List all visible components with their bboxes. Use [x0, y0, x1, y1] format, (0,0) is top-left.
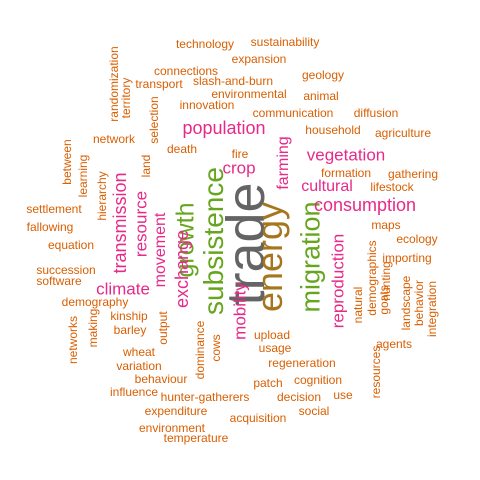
word-innovation: innovation [179, 98, 235, 112]
word-gathering: gathering [387, 167, 439, 181]
word-behaviour: behaviour [134, 372, 188, 386]
word-network: network [92, 132, 136, 146]
word-equation: equation [47, 238, 95, 252]
word-population: population [182, 118, 266, 138]
word-social: social [298, 404, 330, 418]
word-diffusion: diffusion [353, 106, 399, 120]
word-settlement: settlement [26, 202, 82, 216]
word-cultural: cultural [301, 178, 353, 195]
word-ecology: ecology [396, 232, 438, 246]
word-subsistence: subsistence [198, 167, 229, 315]
word-behavior: behavior [412, 279, 426, 327]
word-death: death [166, 142, 198, 156]
word-resources: resources [369, 345, 383, 399]
word-networks: networks [66, 315, 80, 365]
word-use: use [333, 388, 353, 402]
word-migration: migration [295, 201, 326, 313]
word-importing: importing [382, 251, 432, 265]
word-wheat: wheat [122, 345, 156, 359]
word-kinship: kinship [110, 309, 148, 323]
word-reproduction: reproduction [328, 233, 348, 329]
word-territory: territory [119, 77, 133, 119]
word-variation: variation [116, 359, 162, 373]
word-transmission: transmission [110, 172, 130, 274]
word-formation: formation [320, 166, 372, 180]
word-hierarchy: hierarchy [95, 171, 109, 221]
word-consumption: consumption [313, 195, 417, 215]
word-usage: usage [258, 341, 292, 355]
word-environmental: environmental [211, 87, 287, 101]
word-software: software [36, 274, 82, 288]
word-goats: goats [377, 285, 391, 315]
word-landscape: landscape [399, 275, 413, 331]
word-decision: decision [276, 390, 322, 404]
word-connections: connections [153, 64, 219, 78]
word-agriculture: agriculture [374, 126, 432, 140]
word-influence: influence [109, 385, 159, 399]
word-maps: maps [371, 218, 401, 232]
word-upload: upload [253, 328, 291, 342]
word-sustainability: sustainability [250, 35, 320, 49]
word-integration: integration [425, 280, 439, 338]
word-slash-and-burn: slash-and-burn [192, 74, 274, 88]
word-making: making [86, 308, 100, 348]
word-exchange: exchange [172, 229, 192, 309]
word-demography: demography [61, 295, 129, 309]
word-land: land [139, 154, 153, 178]
word-energy: energy [249, 201, 290, 313]
word-cognition: cognition [293, 373, 343, 387]
word-acquisition: acquisition [229, 411, 287, 425]
word-temperature: temperature [163, 431, 229, 445]
word-fire: fire [231, 147, 249, 161]
word-expenditure: expenditure [144, 404, 208, 418]
word-geology: geology [301, 68, 345, 82]
word-barley: barley [113, 323, 147, 337]
word-regeneration: regeneration [268, 356, 336, 370]
word-agents: agents [375, 337, 413, 351]
word-fallowing: fallowing [26, 220, 74, 234]
word-output: output [156, 311, 170, 345]
word-patch: patch [253, 376, 283, 390]
word-movement: movement [152, 212, 169, 288]
word-lifestock: lifestock [370, 180, 414, 194]
word-natural: natural [351, 286, 365, 324]
word-household: household [305, 123, 361, 137]
word-farming: farming [275, 136, 292, 190]
word-succession: succession [36, 263, 96, 277]
word-animal: animal [303, 89, 339, 103]
word-environment: environment [138, 421, 206, 435]
word-transport: transport [135, 77, 183, 91]
word-between: between [60, 139, 74, 185]
word-mobility: mobility [230, 282, 250, 340]
word-crop: crop [222, 158, 256, 178]
word-cows: cows [209, 334, 223, 362]
word-vegetation: vegetation [306, 145, 386, 165]
word-dominance: dominance [193, 320, 207, 380]
word-resource: resource [131, 190, 151, 258]
word-communication: communication [252, 106, 334, 120]
word-selection: selection [147, 96, 161, 144]
word-learning: learning [76, 154, 90, 198]
word-hunter-gatherers: hunter-gatherers [160, 390, 250, 404]
word-expansion: expansion [231, 52, 287, 66]
word-climate: climate [96, 279, 150, 299]
word-technology: technology [175, 37, 235, 51]
